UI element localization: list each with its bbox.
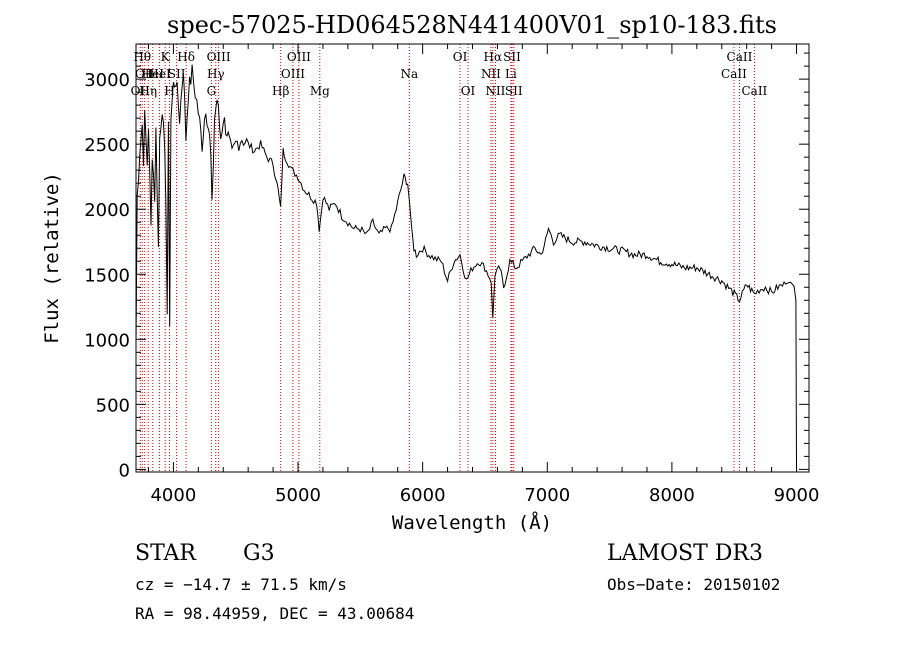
x-tick-label: 8000 bbox=[649, 485, 695, 506]
x-tick-label: 6000 bbox=[400, 485, 446, 506]
plot-frame bbox=[135, 43, 810, 473]
line-label: Mg bbox=[310, 84, 330, 98]
line-label: CaII bbox=[721, 67, 747, 81]
line-label: OI bbox=[461, 84, 476, 98]
y-tick-label: 1500 bbox=[84, 265, 130, 286]
line-label: SII bbox=[168, 67, 186, 81]
x-axis-label: Wavelength (Å) bbox=[392, 511, 552, 534]
line-label: NII bbox=[485, 84, 505, 98]
line-label: G bbox=[207, 84, 217, 98]
line-label: K bbox=[161, 50, 171, 64]
line-label: Na bbox=[400, 67, 418, 81]
line-label: Hδ bbox=[177, 50, 195, 64]
x-tick-label: 9000 bbox=[774, 485, 820, 506]
spectral-line-labels: OIIHθOIIHηHeIHeIKHSIIHδGHγOIIIHβOIIIOIII… bbox=[131, 50, 768, 98]
line-label: NII bbox=[481, 67, 501, 81]
line-label: Hη bbox=[139, 84, 157, 98]
observation-date: Obs−Date: 20150102 bbox=[607, 575, 780, 594]
spectral-subclass: G3 bbox=[243, 541, 275, 566]
x-tick-label: 5000 bbox=[275, 485, 321, 506]
y-tick-label: 1000 bbox=[84, 330, 130, 351]
line-label: OI bbox=[453, 50, 468, 64]
line-label: SII bbox=[505, 84, 523, 98]
line-label: Hγ bbox=[207, 67, 225, 81]
y-tick-label: 0 bbox=[119, 460, 130, 481]
line-label: OIII bbox=[207, 50, 231, 64]
line-label: SII bbox=[503, 50, 521, 64]
y-tick-label: 2000 bbox=[84, 200, 130, 221]
x-axis-ticks: 4000 5000 6000 7000 8000 9000 bbox=[147, 44, 820, 506]
spectrum-trace bbox=[135, 64, 797, 470]
line-label: CaII bbox=[741, 84, 767, 98]
line-label: HeI bbox=[142, 67, 165, 81]
object-type: STAR bbox=[135, 541, 197, 566]
spectral-line-markers bbox=[139, 44, 755, 472]
line-label: OII bbox=[135, 67, 155, 81]
line-label: HeI bbox=[148, 67, 171, 81]
line-label: OIII bbox=[287, 50, 311, 64]
line-label: Hα bbox=[484, 50, 503, 64]
y-tick-label: 2500 bbox=[84, 135, 130, 156]
redshift-cz: cz = −14.7 ± 71.5 km/s bbox=[135, 575, 347, 594]
y-tick-label: 500 bbox=[96, 395, 130, 416]
x-tick-label: 7000 bbox=[524, 485, 570, 506]
y-axis-ticks: 0 500 1000 1500 2000 2500 3000 bbox=[84, 52, 809, 481]
line-label: Hβ bbox=[272, 84, 289, 98]
chart-title: spec-57025-HD064528N441400V01_sp10-183.f… bbox=[167, 11, 777, 39]
x-tick-label: 4000 bbox=[150, 485, 196, 506]
line-label: CaII bbox=[727, 50, 753, 64]
y-tick-label: 3000 bbox=[84, 70, 130, 91]
line-label: OII bbox=[131, 84, 151, 98]
sky-coordinates: RA = 98.44959, DEC = 43.00684 bbox=[135, 604, 414, 623]
line-label: OIII bbox=[281, 67, 305, 81]
spectrum-line bbox=[135, 64, 797, 470]
line-label: Li bbox=[505, 67, 517, 81]
line-label: H bbox=[164, 84, 174, 98]
y-axis-label: Flux (relative) bbox=[41, 172, 63, 344]
survey-name: LAMOST DR3 bbox=[607, 541, 763, 566]
